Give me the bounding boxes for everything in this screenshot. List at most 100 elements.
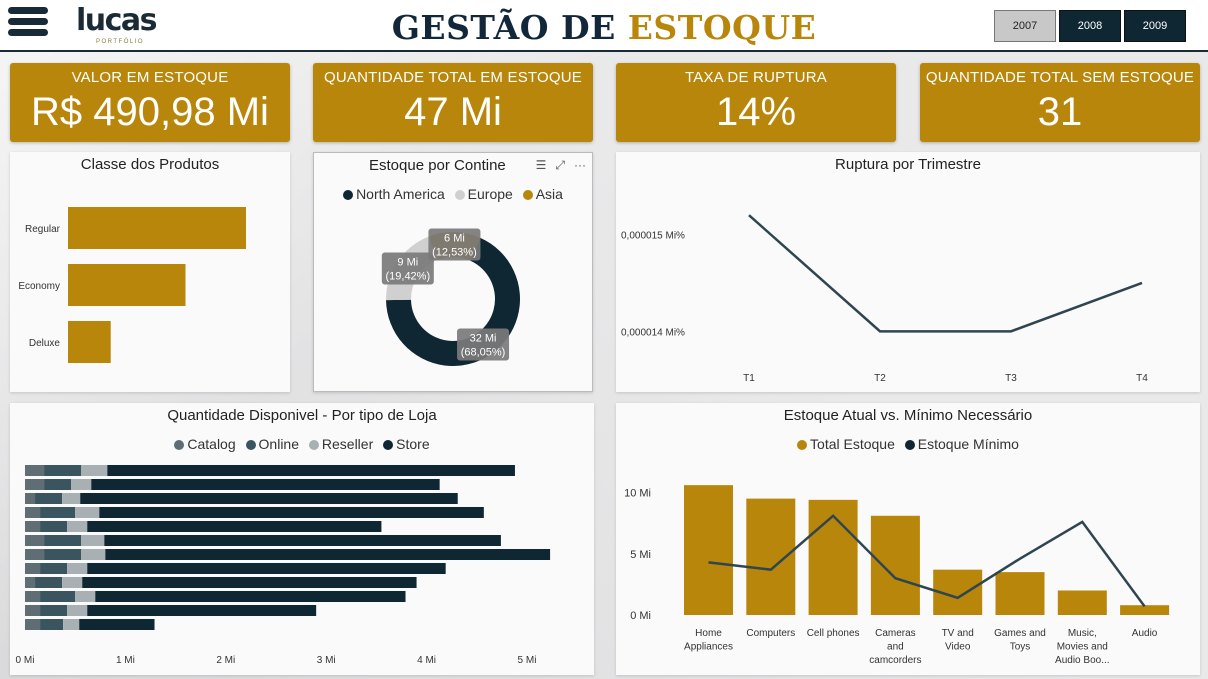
x-tick-label: T3	[1005, 373, 1017, 384]
x-tick-label: Toys	[1010, 642, 1031, 653]
x-tick-label: 3 Mi	[317, 655, 336, 666]
legend-item[interactable]: Total Estoque	[797, 436, 895, 452]
bar-regular	[68, 207, 246, 249]
year-slicer: 2007 2008 2009	[994, 10, 1186, 42]
bar-segment-store	[99, 507, 484, 518]
card-quantidade-loja: Quantidade Disponivel - Por tipo de Loja…	[10, 403, 594, 675]
bar-segment-reseller	[67, 605, 88, 616]
legend-label: Asia	[535, 186, 563, 202]
kpi-label: QUANTIDADE TOTAL SEM ESTOQUE	[925, 69, 1195, 86]
legend-item[interactable]: Reseller	[308, 436, 373, 452]
x-tick-label: Music,	[1068, 628, 1097, 639]
bar-segment-online	[40, 619, 64, 630]
chart-title: Quantidade Disponivel - Por tipo de Loja	[167, 407, 437, 424]
legend-item[interactable]: Estoque Mínimo	[904, 436, 1019, 452]
chart-estoque-atual-minimo: 0 Mi 5 Mi 10 Mi Home Appliances Computers Cell…	[624, 485, 1170, 666]
filter-icon[interactable]: ☰	[535, 158, 547, 172]
chart-title: Estoque por Contine	[369, 157, 506, 174]
tick-label: Deluxe	[29, 338, 61, 349]
x-tick-label: camcorders	[869, 655, 921, 666]
kpi-card-sem-estoque: QUANTIDADE TOTAL SEM ESTOQUE 31	[920, 63, 1200, 142]
kpi-value: 14%	[715, 90, 797, 134]
logo-subtitle: PORTFÓLIO	[96, 39, 145, 45]
data-label-percent: (19,42%)	[385, 271, 430, 283]
bar-segment-online	[44, 465, 82, 476]
kpi-card-taxa-ruptura: TAXA DE RUPTURA 14%	[616, 63, 896, 142]
bar-segment-catalog	[25, 549, 45, 560]
bar-segment-catalog	[25, 521, 41, 532]
x-tick-label: Home	[695, 628, 722, 639]
legend-item[interactable]: Catalog	[174, 436, 236, 452]
focus-mode-icon[interactable]: ⤢	[555, 158, 565, 172]
x-tick-label: Cameras	[875, 628, 916, 639]
visual-header-icons: ☰ ⤢ ···	[527, 158, 586, 173]
bar-segment-catalog	[25, 605, 41, 616]
card-estoque-atual-minimo: Estoque Atual vs. Mínimo Necessário Tota…	[616, 403, 1200, 675]
series-line-estoque-minimo	[708, 514, 1146, 608]
legend-item[interactable]: Online	[245, 436, 299, 452]
x-tick-label: Movies and	[1057, 642, 1108, 653]
bar-segment-store	[91, 479, 440, 490]
x-tick-label: 4 Mi	[417, 655, 436, 666]
year-button-2007[interactable]: 2007	[994, 10, 1056, 42]
bar-segment-reseller	[62, 493, 81, 504]
hamburger-menu-icon[interactable]	[8, 7, 48, 43]
x-tick-label: Cell phones	[807, 628, 860, 639]
year-button-2009[interactable]: 2009	[1124, 10, 1186, 42]
legend-item[interactable]: Asia	[522, 186, 563, 202]
bar-segment-online	[44, 535, 82, 546]
legend-item[interactable]: Europe	[454, 186, 513, 202]
bar-segment-store	[107, 465, 515, 476]
x-tick-label: Audio Boo...	[1055, 655, 1109, 666]
card-classe-produtos: Classe dos Produtos Regular Economy Deluxe	[10, 152, 290, 392]
kpi-value: 31	[1037, 90, 1083, 134]
chart-legend: Catalog Online Reseller Store	[10, 436, 594, 452]
y-tick-label: 0,000014 Mi%	[621, 327, 685, 338]
legend-item[interactable]: Store	[383, 436, 430, 452]
bar-segment-store	[105, 549, 551, 560]
bar-segment-online	[40, 563, 68, 574]
legend-label: North America	[356, 186, 445, 202]
bar-segment-reseller	[62, 577, 83, 588]
bar-total-estoque	[684, 485, 733, 615]
y-tick-label: 0,000015 Mi%	[621, 231, 685, 242]
bar-segment-online	[44, 549, 82, 560]
year-button-2008[interactable]: 2008	[1059, 10, 1121, 42]
bar-segment-reseller	[63, 619, 80, 630]
kpi-label: QUANTIDADE TOTAL EM ESTOQUE	[324, 69, 582, 86]
legend-label: Store	[396, 436, 430, 452]
kpi-card-valor-estoque: VALOR EM ESTOQUE R$ 490,98 Mi	[10, 63, 290, 142]
bar-segment-catalog	[25, 563, 41, 574]
bar-segment-catalog	[25, 493, 36, 504]
bar-segment-store	[104, 535, 501, 546]
bar-segment-catalog	[25, 591, 41, 602]
bar-segment-catalog	[25, 465, 45, 476]
bar-segment-reseller	[71, 479, 92, 490]
x-tick-label: 0 Mi	[16, 655, 35, 666]
bar-segment-reseller	[75, 507, 100, 518]
more-options-icon[interactable]: ···	[574, 158, 586, 172]
card-ruptura-trimestre: Ruptura por Trimestre 0,000015 Mi% 0,0000…	[616, 152, 1200, 392]
bar-segment-reseller	[75, 591, 96, 602]
chart-title: Classe dos Produtos	[80, 156, 220, 173]
logo: lucas PORTFÓLIO	[76, 4, 166, 48]
data-label-percent: (68,05%)	[461, 346, 506, 358]
chart-estoque-continente: 32 Mi (68,05%) 9 Mi (19,42%) 6 Mi (12,53%)	[381, 228, 520, 366]
bar-segment-catalog	[25, 577, 36, 588]
chart-ruptura-trimestre: 0,000015 Mi% 0,000014 Mi% T1 T2 T3 T4	[621, 214, 1148, 384]
bar-total-estoque	[870, 515, 920, 615]
page-title-part1: GESTÃO DE	[391, 8, 616, 47]
bar-total-estoque	[995, 572, 1045, 615]
page-title-part2: ESTOQUE	[627, 8, 817, 47]
data-label-value: 6 Mi	[444, 233, 465, 245]
bar-segment-store	[87, 521, 382, 532]
data-label-box	[381, 252, 434, 285]
kpi-card-quantidade-total: QUANTIDADE TOTAL EM ESTOQUE 47 Mi	[313, 63, 593, 142]
data-label-value: 32 Mi	[470, 332, 497, 344]
x-tick-label: 5 Mi	[518, 655, 537, 666]
legend-item[interactable]: North America	[343, 186, 445, 202]
bar-total-estoque	[808, 499, 858, 615]
bar-segment-reseller	[67, 521, 88, 532]
bar-segment-store	[80, 493, 458, 504]
bar-total-estoque	[746, 498, 796, 615]
